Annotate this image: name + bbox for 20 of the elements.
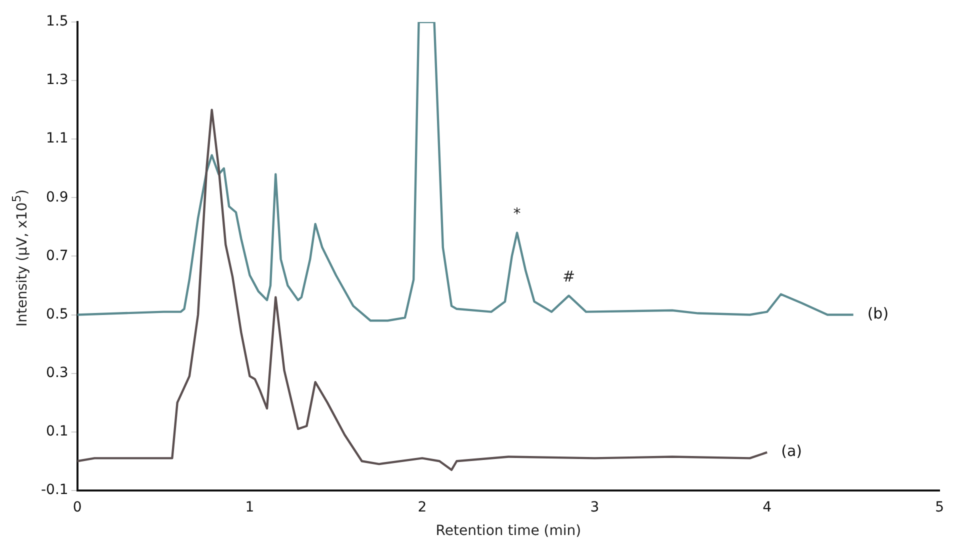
y-tick-label: 1.3 [46,72,68,88]
annotation: # [562,268,576,286]
y-tick-label: 0.5 [46,306,68,322]
y-tick-label: -0.1 [40,482,68,498]
x-tick-label: 3 [590,499,600,516]
x-tick-label: 1 [245,499,254,516]
annotation: * [513,204,522,223]
x-tick-label: 4 [762,499,772,516]
y-tick-label: 1.1 [46,130,68,147]
y-tick-label: 1.5 [46,14,68,30]
x-tick-label: 2 [418,499,427,516]
series-label: (b) [867,304,889,323]
y-tick-label: 0.7 [46,248,68,264]
x-tick-label: 0 [72,499,82,516]
y-tick-label: 0.3 [46,364,68,381]
x-axis-title: Retention time (min) [436,523,582,540]
y-tick-label: 0.9 [46,189,68,206]
series-label: (a) [781,442,802,460]
y-tick-label: 0.1 [46,423,68,440]
x-tick-label: 5 [935,499,944,516]
